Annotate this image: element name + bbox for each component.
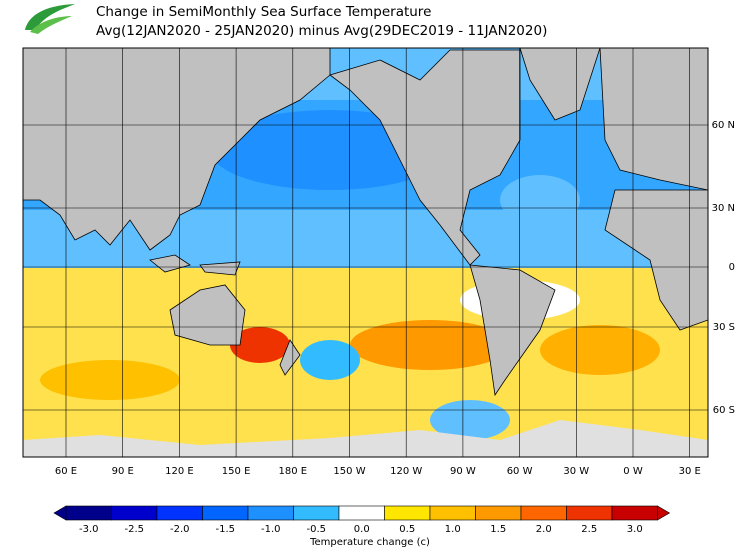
colorbar: -3.0 -2.5 -2.0 -1.5 -1.0 -0.5 0.0 0.5 1.0 1.5 2.0 2… (53, 505, 671, 535)
colorbar-box (156, 505, 203, 521)
subtitle: Avg(12JAN2020 - 25JAN2020) minus Avg(29D… (96, 23, 547, 39)
lon-label: 120 E (165, 466, 194, 477)
colorbar-tick-label: 1.0 (445, 524, 461, 535)
colorbar-box (611, 505, 658, 521)
colorbar-tick-label: -1.0 (261, 524, 281, 535)
lat-label: 60 S (713, 405, 735, 416)
colorbar-label: Temperature change (c) (309, 537, 430, 548)
lon-label: 150 W (333, 466, 365, 477)
colorbar-box (293, 505, 340, 521)
colorbar-tick-label: -2.0 (170, 524, 190, 535)
colorbar-tick-label: 0.5 (399, 524, 415, 535)
colorbar-end (657, 505, 671, 521)
colorbar-tick-label: 1.5 (490, 524, 506, 535)
lon-label: 30 W (563, 466, 589, 477)
colorbar-tick-label: -2.5 (124, 524, 144, 535)
colorbar-box (247, 505, 294, 521)
lat-label: 30 S (713, 322, 735, 333)
colorbar-box (520, 505, 567, 521)
colorbar-box (202, 505, 249, 521)
colorbar-box (111, 505, 158, 521)
lon-label: 150 E (222, 466, 251, 477)
lon-label: 180 E (279, 466, 308, 477)
colorbar-box (338, 505, 385, 521)
lon-label: 30 E (679, 466, 701, 477)
colorbar-end (53, 505, 67, 521)
lon-label: 60 E (55, 466, 77, 477)
colorbar-tick-label: -1.5 (215, 524, 235, 535)
lat-label: 30 N (712, 203, 735, 214)
colorbar-tick-label: -0.5 (306, 524, 326, 535)
lon-label: 120 W (390, 466, 422, 477)
colorbar-box (65, 505, 112, 521)
colorbar-box (384, 505, 431, 521)
colorbar-tick-label: 3.0 (627, 524, 643, 535)
lon-label: 0 W (623, 466, 643, 477)
colorbar-box (475, 505, 522, 521)
logo (25, 4, 75, 34)
colorbar-tick-label: 2.5 (581, 524, 597, 535)
title: Change in SemiMonthly Sea Surface Temper… (96, 4, 431, 20)
lat-label: 60 N (712, 120, 735, 131)
lon-label: 60 W (507, 466, 533, 477)
lon-label: 90 W (450, 466, 476, 477)
lat-label: 0 (729, 262, 735, 273)
map (22, 47, 709, 458)
lon-label: 90 E (112, 466, 134, 477)
colorbar-box (429, 505, 476, 521)
colorbar-tick-label: 2.0 (536, 524, 552, 535)
colorbar-tick-label: -3.0 (79, 524, 99, 535)
colorbar-box (566, 505, 613, 521)
colorbar-tick-label: 0.0 (354, 524, 370, 535)
